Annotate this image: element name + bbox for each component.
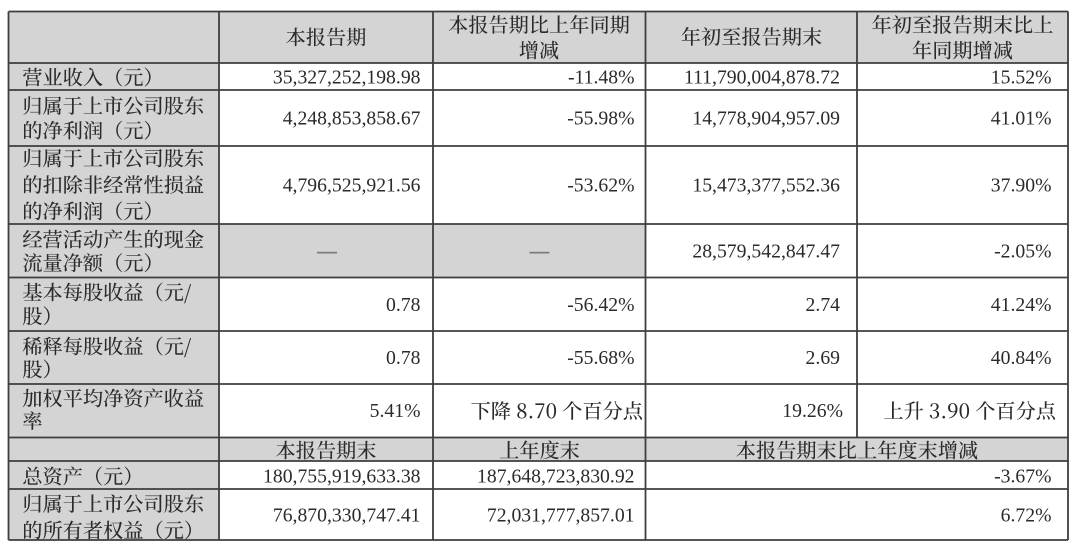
svg-text:15,473,377,552.36: 15,473,377,552.36 [692, 175, 840, 197]
svg-text:0.78: 0.78 [386, 347, 421, 369]
svg-text:19.26%: 19.26% [782, 400, 843, 422]
svg-text:2.69: 2.69 [806, 347, 841, 369]
svg-text:41.01%: 41.01% [991, 108, 1052, 130]
svg-text:-2.05%: -2.05% [994, 241, 1051, 263]
svg-text:6.72%: 6.72% [1001, 505, 1052, 527]
svg-text:187,648,723,830.92: 187,648,723,830.92 [477, 466, 635, 488]
svg-text:-11.48%: -11.48% [568, 67, 635, 89]
svg-text:-55.98%: -55.98% [567, 108, 634, 130]
svg-text:5.41%: 5.41% [370, 400, 421, 422]
svg-text:0.78: 0.78 [386, 294, 421, 316]
svg-text:4,248,853,858.67: 4,248,853,858.67 [283, 108, 421, 130]
svg-text:72,031,777,857.01: 72,031,777,857.01 [487, 505, 635, 527]
svg-text:14,778,904,957.09: 14,778,904,957.09 [692, 108, 840, 130]
svg-text:35,327,252,198.98: 35,327,252,198.98 [273, 67, 421, 89]
svg-text:111,790,004,878.72: 111,790,004,878.72 [684, 67, 840, 89]
svg-text:2.74: 2.74 [806, 294, 841, 316]
svg-text:76,870,330,747.41: 76,870,330,747.41 [273, 505, 421, 527]
svg-text:-3.67%: -3.67% [994, 466, 1051, 488]
svg-text:-53.62%: -53.62% [567, 175, 634, 197]
svg-text:4,796,525,921.56: 4,796,525,921.56 [283, 175, 421, 197]
svg-text:-55.68%: -55.68% [567, 347, 634, 369]
svg-text:-56.42%: -56.42% [567, 294, 634, 316]
svg-text:41.24%: 41.24% [991, 294, 1052, 316]
svg-text:40.84%: 40.84% [991, 347, 1052, 369]
svg-text:37.90%: 37.90% [991, 175, 1052, 197]
svg-text:28,579,542,847.47: 28,579,542,847.47 [692, 241, 840, 263]
svg-text:15.52%: 15.52% [991, 67, 1052, 89]
svg-text:180,755,919,633.38: 180,755,919,633.38 [263, 466, 421, 488]
